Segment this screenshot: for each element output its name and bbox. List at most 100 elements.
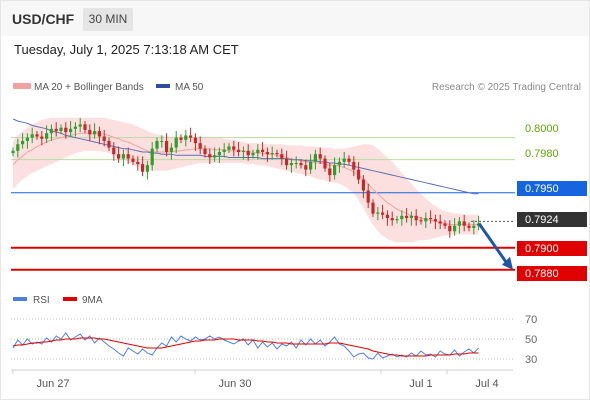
level-label-0.7880: 0.7880 xyxy=(525,268,559,280)
candle-body xyxy=(49,128,53,134)
candle-body xyxy=(208,154,212,158)
candle-body xyxy=(155,140,159,149)
candle-body xyxy=(93,131,97,135)
candle-body xyxy=(40,136,44,139)
candle-body xyxy=(83,124,87,130)
candle-body xyxy=(289,162,293,166)
candle-body xyxy=(457,221,461,226)
candle-body xyxy=(150,148,154,166)
candle-body xyxy=(414,215,418,221)
candle-body xyxy=(313,154,317,162)
candle-body xyxy=(472,225,476,228)
chart-header: USD/CHF 30 MIN xyxy=(1,1,589,36)
candle-body xyxy=(97,131,101,137)
candle-body xyxy=(318,154,322,159)
candle-body xyxy=(59,127,63,132)
price-chart: MA 20 + Bollinger Bands MA 50 Research ©… xyxy=(11,82,587,281)
legend-swatch-ma50 xyxy=(156,84,170,88)
legend-swatch-ma20 xyxy=(13,83,31,89)
candle-body xyxy=(25,137,29,141)
candle-body xyxy=(328,168,332,176)
candle-body xyxy=(433,219,437,222)
legend-label-ma50: MA 50 xyxy=(175,82,204,93)
candle-body xyxy=(88,129,92,135)
candle-body xyxy=(366,190,370,203)
candle-body xyxy=(429,218,433,220)
candle-body xyxy=(69,128,73,133)
candle-body xyxy=(390,218,394,221)
candle-body xyxy=(73,126,77,129)
time-tick-label: Jun 30 xyxy=(218,378,251,390)
candle-body xyxy=(117,154,121,159)
candle-body xyxy=(45,133,49,139)
candle-body xyxy=(241,150,245,152)
candle-body xyxy=(184,135,188,140)
candle-body xyxy=(323,158,327,169)
candle-body xyxy=(251,153,255,156)
candle-body xyxy=(131,158,135,162)
candle-body xyxy=(333,165,337,176)
candle-body xyxy=(285,158,289,166)
candle-body xyxy=(35,134,39,137)
candle-body xyxy=(21,140,25,145)
candle-body xyxy=(265,151,269,155)
candle-body xyxy=(337,161,341,166)
candle-body xyxy=(261,149,265,152)
candle-body xyxy=(275,153,279,155)
candle-body xyxy=(237,149,241,152)
candle-body xyxy=(78,124,82,127)
candle-body xyxy=(270,153,274,155)
candle-body xyxy=(409,215,413,219)
legend-swatch-rsi xyxy=(13,297,27,301)
candle-body xyxy=(347,158,351,162)
candle-body xyxy=(256,149,260,154)
candle-body xyxy=(198,143,202,149)
candle-body xyxy=(424,218,428,222)
candle-body xyxy=(189,135,193,138)
rsi-line xyxy=(12,332,479,360)
candle-body xyxy=(232,146,236,150)
support-level-box-1 xyxy=(517,241,587,256)
time-tick-label: Jul 1 xyxy=(409,378,432,390)
time-axis: Jun 27 Jun 30 Jul 1 Jul 4 xyxy=(11,369,513,390)
pivot-level-box xyxy=(517,181,587,196)
candle-body xyxy=(227,146,231,150)
legend-swatch-9ma xyxy=(63,297,77,301)
candle-body xyxy=(448,225,452,232)
candle-body xyxy=(107,140,111,148)
candle-body xyxy=(453,225,457,232)
candle-body xyxy=(145,165,149,172)
candle-body xyxy=(136,161,140,165)
forecast-arrowhead xyxy=(502,256,513,270)
candle-body xyxy=(438,221,442,224)
legend-label-rsi: RSI xyxy=(33,295,50,306)
candle-body xyxy=(400,215,404,220)
legend-label-ma20: MA 20 + Bollinger Bands xyxy=(34,82,144,93)
candle-body xyxy=(102,136,106,141)
candle-body xyxy=(203,148,207,155)
candle-body xyxy=(419,220,423,222)
candle-body xyxy=(246,150,250,156)
candle-body xyxy=(294,162,298,164)
time-tick-label: Jun 27 xyxy=(36,378,69,390)
candle-body xyxy=(179,137,183,140)
candle-body xyxy=(361,179,365,191)
candle-body xyxy=(165,140,169,152)
support-level-box-2 xyxy=(517,266,587,281)
level-label-0.8000: 0.8000 xyxy=(525,123,559,135)
candle-body xyxy=(385,214,389,219)
rsi-9ma-line xyxy=(12,337,479,357)
candle-body xyxy=(357,169,361,180)
timeframe-button[interactable]: 30 MIN xyxy=(83,8,133,31)
candle-body xyxy=(217,151,221,156)
rsi-tick-label: 70 xyxy=(525,314,537,326)
candle-body xyxy=(381,212,385,215)
candle-body xyxy=(64,127,68,133)
candle-body xyxy=(169,147,173,152)
candle-body xyxy=(30,134,34,138)
candle-body xyxy=(443,223,447,226)
watermark: Research © 2025 Trading Central xyxy=(432,82,581,93)
candle-body xyxy=(141,164,145,172)
candle-body xyxy=(304,165,308,170)
